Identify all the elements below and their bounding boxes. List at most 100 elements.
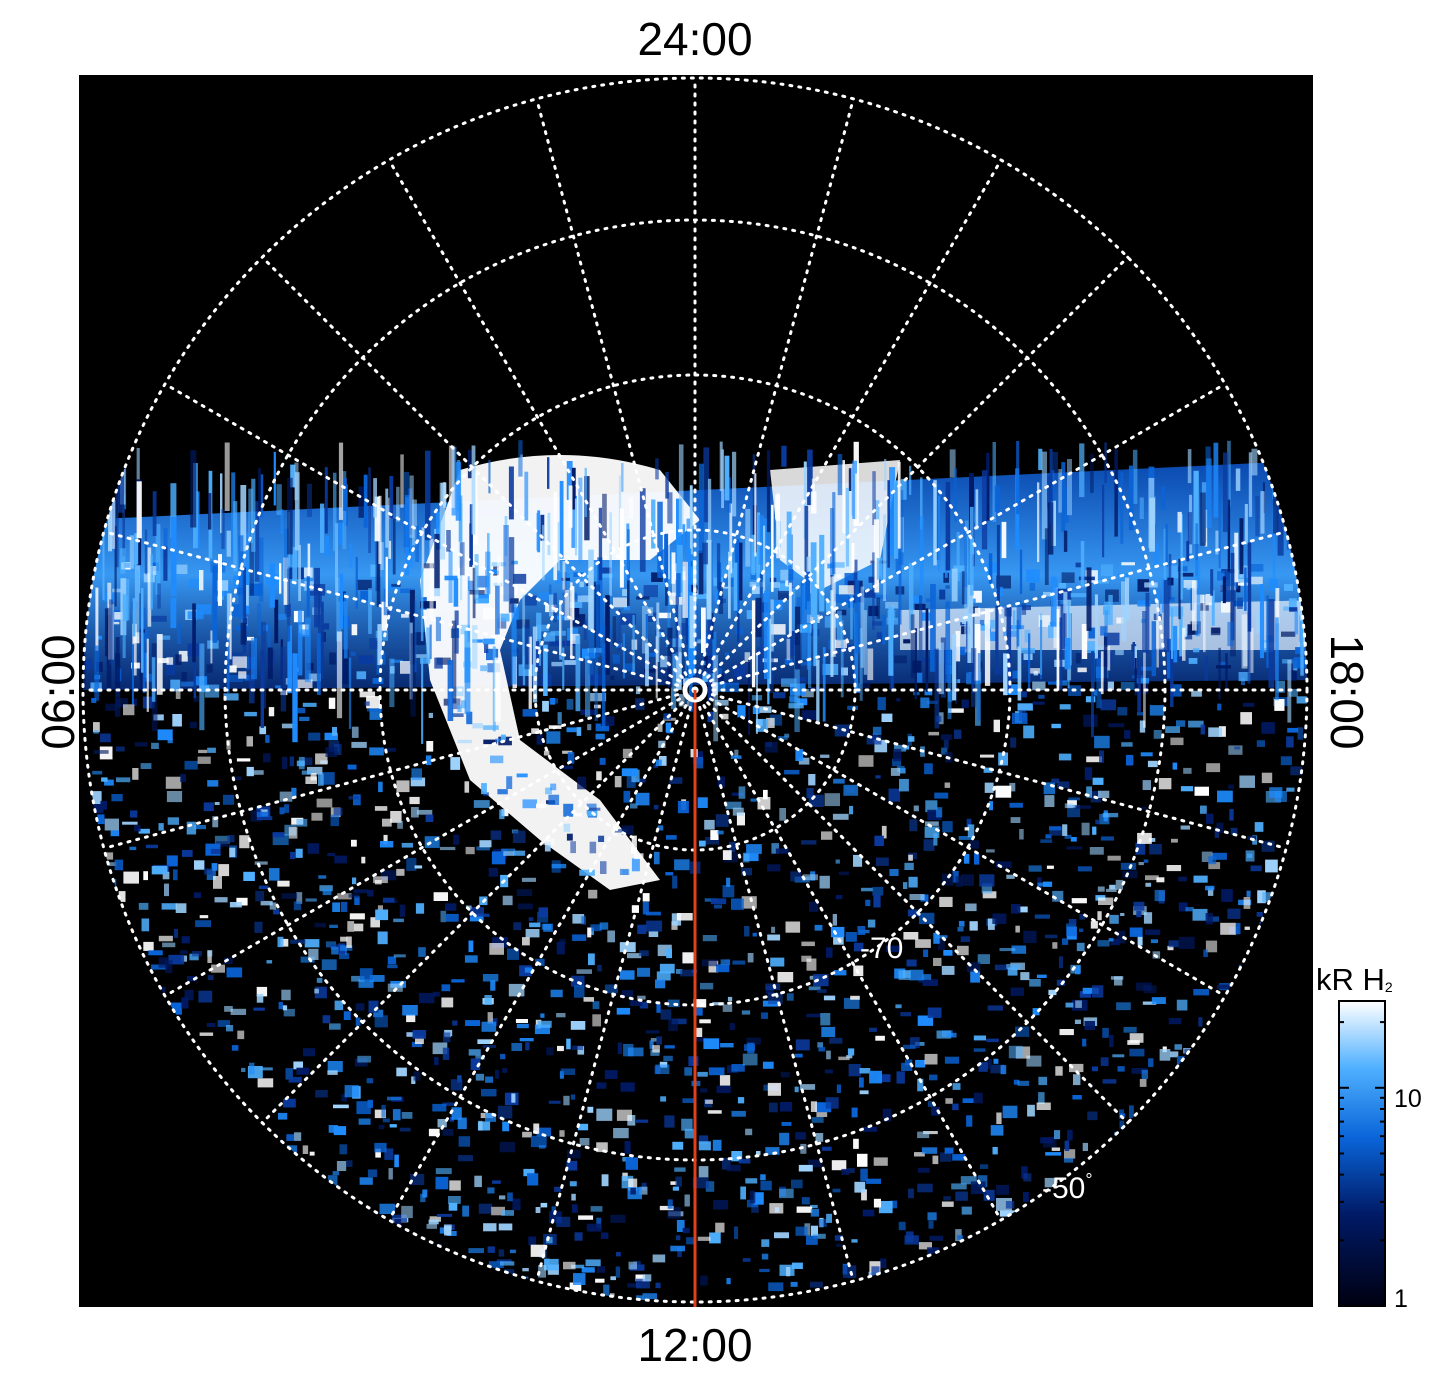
- streak-pixel: [574, 498, 578, 556]
- streak-pixel: [882, 614, 886, 645]
- streak-pixel: [1049, 449, 1053, 524]
- streak-pixel: [850, 596, 853, 640]
- streak-pixel: [511, 604, 517, 685]
- noise-pixel: [1183, 580, 1198, 588]
- noise-pixel: [714, 699, 729, 706]
- streak-pixel: [132, 623, 137, 676]
- noise-pixel: [974, 607, 981, 617]
- streak-pixel: [349, 544, 353, 568]
- noise-pixel: [536, 734, 543, 745]
- noise-pixel: [808, 774, 816, 786]
- noise-pixel: [1208, 862, 1221, 870]
- noise-pixel: [1129, 1048, 1145, 1057]
- noise-pixel: [490, 980, 496, 991]
- noise-pixel: [138, 902, 149, 910]
- streak-pixel: [248, 488, 254, 543]
- noise-pixel: [1116, 617, 1124, 624]
- streak-pixel: [739, 542, 743, 601]
- noise-pixel: [631, 847, 637, 854]
- noise-pixel: [320, 772, 335, 785]
- noise-pixel: [629, 1000, 643, 1006]
- streak-pixel: [163, 546, 168, 581]
- noise-pixel: [932, 1155, 939, 1165]
- noise-pixel: [97, 814, 105, 825]
- noise-pixel: [1025, 569, 1040, 583]
- streak-pixel: [819, 534, 825, 612]
- noise-pixel: [1176, 999, 1188, 1011]
- noise-pixel: [1010, 817, 1021, 823]
- noise-pixel: [1313, 1302, 1327, 1305]
- noise-pixel: [903, 932, 919, 940]
- noise-pixel: [420, 658, 431, 664]
- noise-pixel: [806, 1235, 818, 1245]
- streak-pixel: [583, 619, 587, 640]
- noise-pixel: [655, 1064, 670, 1075]
- noise-pixel: [1032, 1008, 1040, 1016]
- noise-pixel: [447, 1231, 457, 1236]
- noise-pixel: [300, 956, 315, 963]
- noise-pixel: [915, 939, 931, 948]
- streak-pixel: [373, 478, 377, 518]
- noise-pixel: [1100, 699, 1117, 711]
- noise-pixel: [351, 839, 357, 847]
- noise-pixel: [731, 1064, 745, 1072]
- noise-pixel: [589, 841, 597, 854]
- noise-pixel: [1009, 782, 1016, 792]
- noise-pixel: [563, 1261, 576, 1270]
- noise-pixel: [483, 638, 495, 645]
- streak-pixel: [994, 485, 1001, 512]
- noise-pixel: [917, 1015, 934, 1026]
- noise-pixel: [798, 1164, 813, 1172]
- noise-pixel: [189, 721, 197, 729]
- noise-pixel: [550, 630, 566, 636]
- noise-pixel: [383, 834, 388, 845]
- noise-pixel: [333, 1126, 347, 1136]
- noise-pixel: [1109, 914, 1119, 924]
- noise-pixel: [367, 1099, 373, 1108]
- streak-pixel: [1056, 609, 1060, 691]
- noise-pixel: [496, 1259, 512, 1264]
- noise-pixel: [656, 1036, 662, 1045]
- noise-pixel: [401, 1205, 413, 1219]
- noise-pixel: [659, 963, 675, 974]
- noise-pixel: [1144, 582, 1158, 588]
- noise-pixel: [581, 1267, 595, 1273]
- noise-pixel: [577, 776, 587, 790]
- streak-pixel: [947, 648, 952, 720]
- noise-pixel: [246, 736, 253, 747]
- noise-pixel: [227, 835, 235, 843]
- noise-pixel: [181, 850, 193, 857]
- noise-pixel: [564, 660, 577, 665]
- noise-pixel: [956, 1235, 964, 1240]
- streak-pixel: [617, 609, 622, 652]
- noise-pixel: [717, 830, 724, 835]
- noise-pixel: [677, 1247, 682, 1258]
- streak-pixel: [794, 644, 800, 732]
- noise-pixel: [1115, 879, 1123, 890]
- noise-pixel: [1153, 648, 1167, 657]
- streak-pixel: [791, 588, 796, 633]
- noise-pixel: [986, 849, 995, 853]
- noise-pixel: [277, 936, 284, 948]
- streak-pixel: [612, 616, 617, 647]
- noise-pixel: [719, 1075, 731, 1086]
- noise-pixel: [310, 773, 317, 781]
- noise-pixel: [833, 970, 847, 976]
- noise-pixel: [604, 1070, 618, 1079]
- noise-pixel: [631, 835, 637, 847]
- noise-pixel: [1221, 601, 1234, 613]
- streak-pixel: [1063, 604, 1067, 647]
- noise-pixel: [172, 714, 182, 727]
- streak-pixel: [1223, 452, 1229, 532]
- noise-pixel: [1136, 910, 1142, 918]
- streak-pixel: [1160, 486, 1166, 510]
- streak-pixel: [713, 655, 719, 742]
- noise-pixel: [957, 927, 964, 932]
- noise-pixel: [496, 567, 508, 571]
- noise-pixel: [563, 1095, 570, 1106]
- noise-pixel: [795, 1132, 806, 1140]
- noise-pixel: [639, 950, 649, 957]
- noise-pixel: [1102, 1027, 1109, 1038]
- noise-pixel: [550, 989, 563, 998]
- noise-pixel: [206, 1023, 216, 1028]
